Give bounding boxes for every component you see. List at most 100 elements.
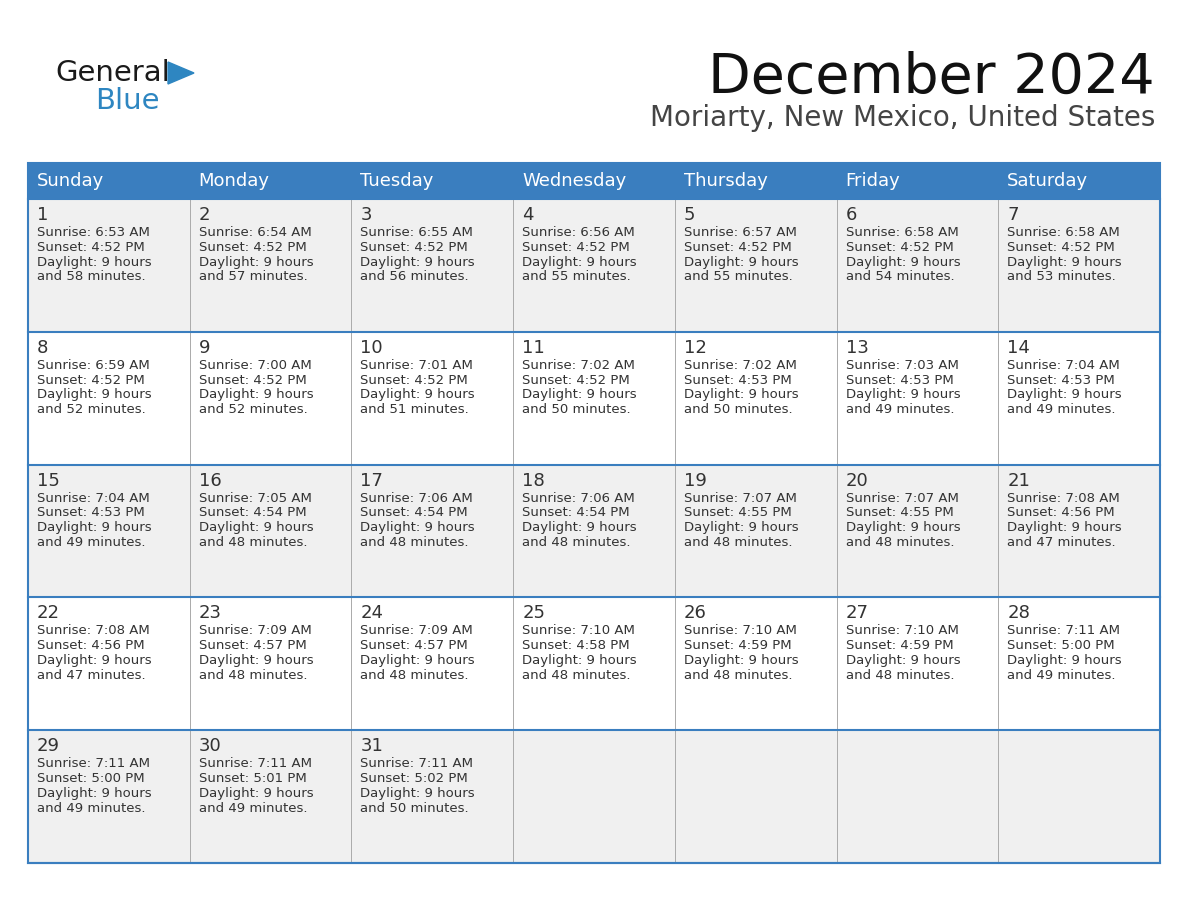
Text: Sunset: 4:59 PM: Sunset: 4:59 PM xyxy=(846,639,953,652)
Text: and 54 minutes.: and 54 minutes. xyxy=(846,271,954,284)
Text: and 52 minutes.: and 52 minutes. xyxy=(198,403,308,416)
Text: Daylight: 9 hours: Daylight: 9 hours xyxy=(37,255,152,269)
Bar xyxy=(190,598,352,730)
Text: Daylight: 9 hours: Daylight: 9 hours xyxy=(360,521,475,534)
Bar xyxy=(675,331,836,465)
Text: Sunrise: 7:04 AM: Sunrise: 7:04 AM xyxy=(1007,359,1120,372)
Text: Daylight: 9 hours: Daylight: 9 hours xyxy=(684,255,798,269)
Text: Sunrise: 7:10 AM: Sunrise: 7:10 AM xyxy=(523,624,636,637)
Text: Sunset: 4:55 PM: Sunset: 4:55 PM xyxy=(846,507,953,520)
Text: Sunrise: 6:55 AM: Sunrise: 6:55 AM xyxy=(360,226,473,239)
Bar xyxy=(998,163,1159,199)
Text: Sunset: 4:52 PM: Sunset: 4:52 PM xyxy=(523,374,630,386)
Text: 26: 26 xyxy=(684,604,707,622)
Text: Sunrise: 7:01 AM: Sunrise: 7:01 AM xyxy=(360,359,473,372)
Text: Daylight: 9 hours: Daylight: 9 hours xyxy=(198,255,314,269)
Bar xyxy=(675,163,836,199)
Text: 29: 29 xyxy=(37,737,61,756)
Text: 16: 16 xyxy=(198,472,221,489)
Text: Sunset: 5:00 PM: Sunset: 5:00 PM xyxy=(1007,639,1114,652)
Text: Sunset: 4:53 PM: Sunset: 4:53 PM xyxy=(37,507,145,520)
Text: and 55 minutes.: and 55 minutes. xyxy=(523,271,631,284)
Bar xyxy=(998,331,1159,465)
Text: Sunrise: 7:04 AM: Sunrise: 7:04 AM xyxy=(37,492,150,505)
Bar xyxy=(998,199,1159,331)
Text: Sunrise: 7:11 AM: Sunrise: 7:11 AM xyxy=(360,757,474,770)
Text: Sunset: 4:54 PM: Sunset: 4:54 PM xyxy=(198,507,307,520)
Text: Daylight: 9 hours: Daylight: 9 hours xyxy=(37,654,152,667)
Text: Sunset: 4:56 PM: Sunset: 4:56 PM xyxy=(37,639,145,652)
Text: Daylight: 9 hours: Daylight: 9 hours xyxy=(846,654,960,667)
Text: Sunrise: 6:54 AM: Sunrise: 6:54 AM xyxy=(198,226,311,239)
Bar xyxy=(675,465,836,598)
Text: Sunset: 4:56 PM: Sunset: 4:56 PM xyxy=(1007,507,1114,520)
Text: Sunset: 4:52 PM: Sunset: 4:52 PM xyxy=(846,241,953,253)
Text: Sunrise: 7:08 AM: Sunrise: 7:08 AM xyxy=(37,624,150,637)
Text: Sunrise: 7:02 AM: Sunrise: 7:02 AM xyxy=(523,359,636,372)
Text: Daylight: 9 hours: Daylight: 9 hours xyxy=(684,388,798,401)
Text: Sunrise: 7:06 AM: Sunrise: 7:06 AM xyxy=(523,492,634,505)
Text: and 48 minutes.: and 48 minutes. xyxy=(684,669,792,682)
Text: December 2024: December 2024 xyxy=(708,51,1155,105)
Text: Daylight: 9 hours: Daylight: 9 hours xyxy=(198,654,314,667)
Text: 5: 5 xyxy=(684,206,695,224)
Text: Blue: Blue xyxy=(95,87,159,115)
Text: Daylight: 9 hours: Daylight: 9 hours xyxy=(360,654,475,667)
Text: Sunset: 4:54 PM: Sunset: 4:54 PM xyxy=(523,507,630,520)
Text: Sunset: 5:02 PM: Sunset: 5:02 PM xyxy=(360,772,468,785)
Text: General: General xyxy=(55,59,170,87)
Text: 15: 15 xyxy=(37,472,59,489)
Text: and 48 minutes.: and 48 minutes. xyxy=(846,536,954,549)
Text: Sunrise: 7:11 AM: Sunrise: 7:11 AM xyxy=(37,757,150,770)
Text: and 53 minutes.: and 53 minutes. xyxy=(1007,271,1116,284)
Text: Sunset: 5:01 PM: Sunset: 5:01 PM xyxy=(198,772,307,785)
Bar xyxy=(513,598,675,730)
Bar xyxy=(513,199,675,331)
Text: 22: 22 xyxy=(37,604,61,622)
Bar xyxy=(29,331,190,465)
Text: Sunset: 4:54 PM: Sunset: 4:54 PM xyxy=(360,507,468,520)
Text: Daylight: 9 hours: Daylight: 9 hours xyxy=(523,654,637,667)
Text: Sunset: 4:57 PM: Sunset: 4:57 PM xyxy=(360,639,468,652)
Text: and 48 minutes.: and 48 minutes. xyxy=(846,669,954,682)
Text: and 47 minutes.: and 47 minutes. xyxy=(37,669,146,682)
Text: 11: 11 xyxy=(523,339,545,357)
Text: and 48 minutes.: and 48 minutes. xyxy=(360,669,469,682)
Text: Daylight: 9 hours: Daylight: 9 hours xyxy=(523,388,637,401)
Text: 9: 9 xyxy=(198,339,210,357)
Text: Sunset: 4:53 PM: Sunset: 4:53 PM xyxy=(684,374,791,386)
Text: Daylight: 9 hours: Daylight: 9 hours xyxy=(198,521,314,534)
Text: Saturday: Saturday xyxy=(1007,172,1088,190)
Text: 7: 7 xyxy=(1007,206,1019,224)
Text: Daylight: 9 hours: Daylight: 9 hours xyxy=(1007,255,1121,269)
Text: Sunrise: 6:53 AM: Sunrise: 6:53 AM xyxy=(37,226,150,239)
Text: Sunrise: 6:59 AM: Sunrise: 6:59 AM xyxy=(37,359,150,372)
Text: Sunset: 4:58 PM: Sunset: 4:58 PM xyxy=(523,639,630,652)
Text: Sunset: 4:52 PM: Sunset: 4:52 PM xyxy=(684,241,791,253)
Text: and 49 minutes.: and 49 minutes. xyxy=(846,403,954,416)
Text: Daylight: 9 hours: Daylight: 9 hours xyxy=(523,255,637,269)
Bar xyxy=(836,598,998,730)
Text: Daylight: 9 hours: Daylight: 9 hours xyxy=(846,255,960,269)
Bar xyxy=(190,199,352,331)
Text: Daylight: 9 hours: Daylight: 9 hours xyxy=(523,521,637,534)
Bar xyxy=(352,331,513,465)
Text: 30: 30 xyxy=(198,737,221,756)
Text: Daylight: 9 hours: Daylight: 9 hours xyxy=(37,787,152,800)
Bar xyxy=(675,199,836,331)
Text: and 48 minutes.: and 48 minutes. xyxy=(684,536,792,549)
Text: and 49 minutes.: and 49 minutes. xyxy=(37,801,145,814)
Text: Sunrise: 7:03 AM: Sunrise: 7:03 AM xyxy=(846,359,959,372)
Text: Daylight: 9 hours: Daylight: 9 hours xyxy=(1007,521,1121,534)
Text: 2: 2 xyxy=(198,206,210,224)
Text: Sunrise: 6:58 AM: Sunrise: 6:58 AM xyxy=(1007,226,1120,239)
Text: 19: 19 xyxy=(684,472,707,489)
Text: Daylight: 9 hours: Daylight: 9 hours xyxy=(684,521,798,534)
Text: Sunrise: 7:06 AM: Sunrise: 7:06 AM xyxy=(360,492,473,505)
Text: and 48 minutes.: and 48 minutes. xyxy=(198,536,308,549)
Text: Sunset: 4:59 PM: Sunset: 4:59 PM xyxy=(684,639,791,652)
Text: Daylight: 9 hours: Daylight: 9 hours xyxy=(360,787,475,800)
Text: and 57 minutes.: and 57 minutes. xyxy=(198,271,308,284)
Text: and 48 minutes.: and 48 minutes. xyxy=(523,669,631,682)
Text: 23: 23 xyxy=(198,604,222,622)
